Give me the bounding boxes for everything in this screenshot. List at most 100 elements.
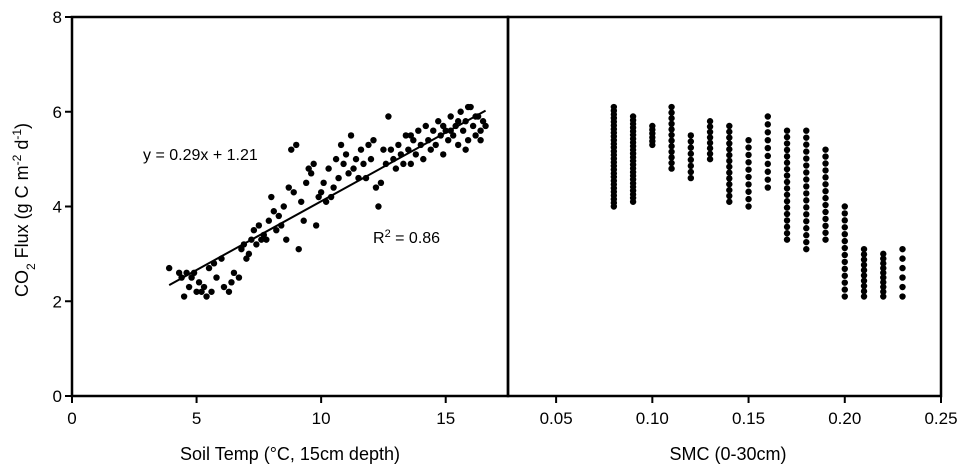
scatter-point (706, 150, 714, 157)
y-axis-title-main: CO (12, 270, 32, 297)
scatter-point (454, 141, 462, 149)
scatter-point (457, 108, 464, 115)
scatter-point (841, 258, 848, 266)
scatter-point (332, 155, 340, 163)
scatter-point (822, 194, 829, 202)
y-axis-title-sup1: -2 (10, 154, 24, 165)
scatter-point (726, 186, 733, 194)
scatter-point (228, 279, 235, 286)
scatter-point (726, 169, 733, 176)
scatter-point (208, 288, 215, 295)
scatter-point (803, 225, 810, 232)
scatter-point (315, 193, 322, 201)
scatter-point (783, 198, 791, 205)
scatter-point (860, 282, 868, 290)
scatter-point (668, 165, 675, 172)
scatter-point (822, 174, 829, 181)
scatter-point (726, 122, 733, 130)
left-panel-frame (70, 15, 510, 398)
scatter-point (783, 127, 791, 134)
scatter-point (783, 140, 791, 147)
scatter-point (295, 245, 302, 253)
scatter-point (372, 184, 380, 191)
y-tick-label: 4 (53, 198, 62, 217)
scatter-point (220, 283, 228, 291)
scatter-point (822, 236, 829, 243)
scatter-point (243, 255, 250, 262)
scatter-point (415, 127, 422, 134)
scatter-point (841, 230, 848, 238)
scatter-point (340, 160, 347, 168)
scatter-point (335, 174, 342, 182)
scatter-point (899, 293, 906, 300)
scatter-point (841, 244, 848, 252)
scatter-point (687, 138, 695, 145)
scatter-point (395, 141, 402, 149)
scatter-point (375, 203, 382, 210)
scatter-point (235, 274, 243, 281)
scatter-point (783, 185, 791, 192)
scatter-point (435, 118, 442, 125)
right-x-tick-label: 0.05 (540, 409, 573, 428)
left-x-tick-label: 5 (192, 409, 201, 428)
scatter-point (464, 103, 472, 111)
y-axis-title-mid: d (12, 140, 32, 155)
scatter-point (899, 283, 906, 291)
scatter-point (841, 203, 848, 210)
scatter-point (726, 151, 733, 159)
scatter-point (445, 136, 452, 144)
scatter-point (803, 218, 810, 225)
scatter-point (726, 192, 733, 200)
scatter-point (899, 245, 906, 253)
scatter-point (860, 251, 868, 258)
scatter-point (668, 126, 675, 133)
scatter-point (180, 293, 188, 300)
left-x-tick-label: 15 (436, 409, 455, 428)
scatter-point (783, 153, 791, 160)
scatter-point (745, 144, 752, 151)
scatter-point (880, 293, 887, 300)
scatter-point (454, 118, 462, 125)
y-tick-label: 2 (53, 292, 62, 311)
scatter-point (410, 136, 417, 144)
scatter-point (860, 261, 868, 269)
scatter-point (337, 141, 345, 149)
right-axis-ticks: 0.05 0.10 0.15 0.20 0.25 (540, 396, 958, 428)
scatter-point (706, 123, 714, 130)
scatter-point (726, 146, 733, 153)
scatter-point (312, 222, 320, 229)
scatter-point (880, 279, 887, 286)
scatter-point (402, 132, 410, 139)
scatter-point (238, 245, 245, 253)
scatter-point (822, 222, 829, 230)
scatter-point (377, 179, 385, 187)
scatter-point (764, 113, 771, 120)
scatter-point (745, 195, 752, 203)
scatter-point (447, 113, 454, 120)
y-axis-title-sub: 2 (24, 263, 38, 270)
scatter-point (687, 150, 695, 157)
scatter-point (726, 181, 733, 188)
scatter-point (783, 178, 791, 186)
left-x-tick-label: 10 (312, 409, 331, 428)
scatter-point (668, 154, 675, 161)
scatter-point (764, 176, 771, 183)
scatter-point (253, 241, 260, 248)
scatter-point (803, 183, 810, 190)
scatter-point (422, 122, 429, 130)
scatter-point (629, 113, 637, 120)
scatter-point (860, 277, 868, 284)
scatter-point (440, 151, 447, 158)
scatter-point (342, 151, 350, 158)
scatter-point (275, 212, 282, 220)
scatter-point (687, 156, 695, 164)
scatter-point (464, 136, 472, 144)
scatter-point (726, 157, 733, 165)
regression-equation: y = 0.29x + 1.21 (143, 147, 258, 164)
scatter-point (477, 136, 484, 144)
scatter-point (764, 152, 771, 160)
scatter-point (880, 269, 887, 277)
scatter-point (803, 197, 810, 204)
scatter-point (255, 222, 263, 229)
scatter-point (263, 236, 270, 243)
